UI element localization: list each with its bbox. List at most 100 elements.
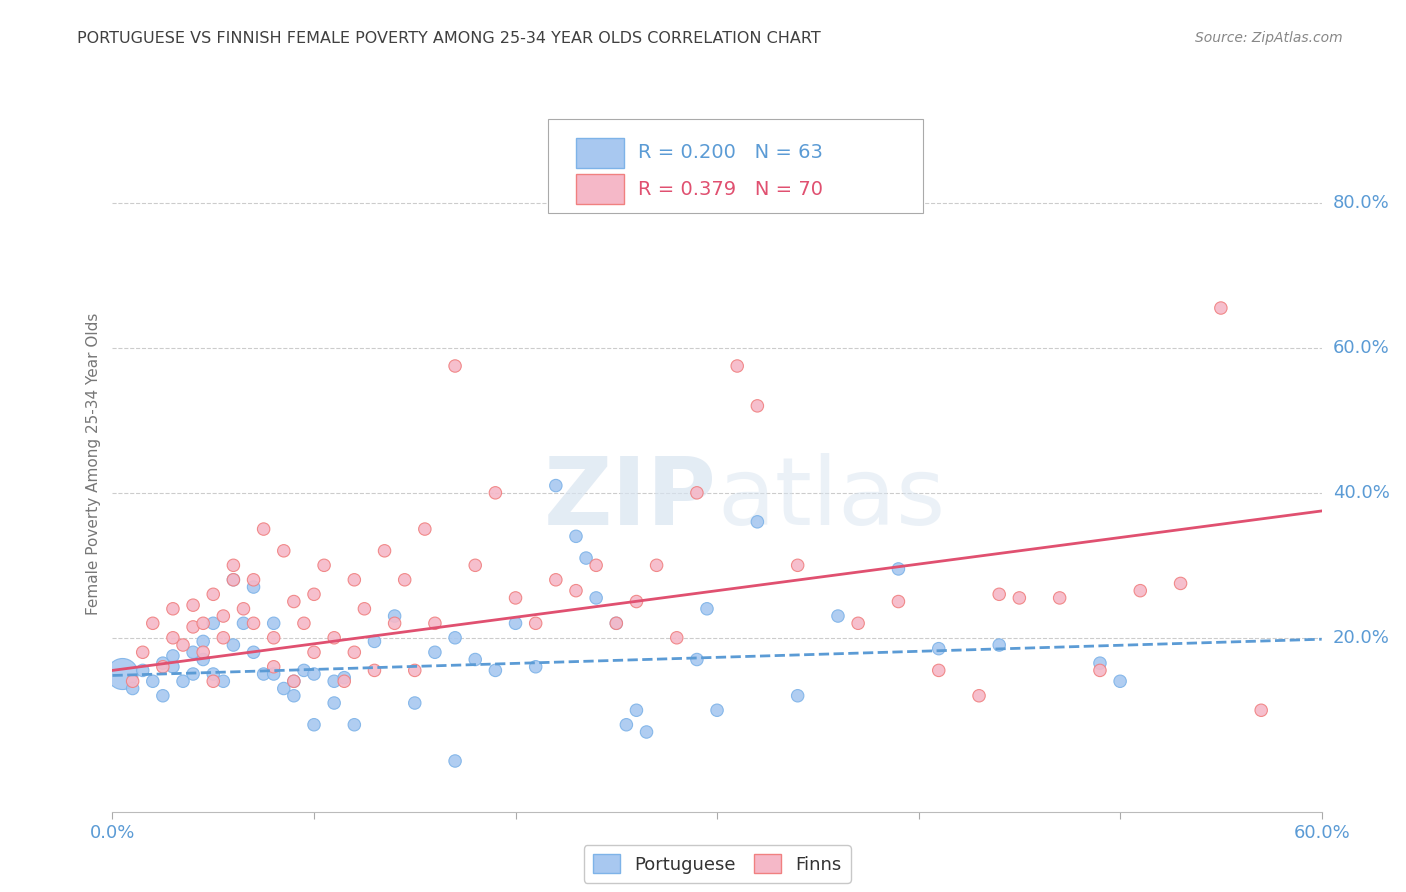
Point [191, 634, 214, 648]
Point [988, 638, 1011, 652]
Point [575, 551, 598, 566]
Text: 20.0%: 20.0% [1333, 629, 1389, 647]
Point [827, 609, 849, 624]
Point [524, 660, 547, 674]
Point [605, 616, 627, 631]
Point [222, 573, 245, 587]
Text: PORTUGUESE VS FINNISH FEMALE POVERTY AMONG 25-34 YEAR OLDS CORRELATION CHART: PORTUGUESE VS FINNISH FEMALE POVERTY AMO… [77, 31, 821, 46]
Point [524, 616, 547, 631]
Point [928, 641, 950, 656]
Point [686, 485, 709, 500]
Point [585, 558, 607, 573]
Point [202, 587, 225, 601]
Point [887, 594, 910, 608]
Point [544, 573, 567, 587]
Point [111, 667, 134, 681]
Point [191, 645, 214, 659]
Point [142, 616, 165, 631]
Point [505, 591, 527, 605]
Point [786, 689, 808, 703]
Point [887, 562, 910, 576]
Point [312, 558, 335, 573]
Point [343, 645, 366, 659]
Point [394, 573, 416, 587]
Point [323, 696, 346, 710]
Point [202, 616, 225, 631]
Point [706, 703, 728, 717]
Point [242, 580, 264, 594]
Point [212, 631, 235, 645]
Point [363, 664, 385, 678]
Point [191, 652, 214, 666]
Point [1088, 664, 1111, 678]
Point [423, 645, 446, 659]
Point [292, 616, 315, 631]
Text: 60.0%: 60.0% [1333, 339, 1389, 357]
Point [212, 674, 235, 689]
Text: 40.0%: 40.0% [1333, 483, 1389, 502]
Text: 80.0%: 80.0% [1333, 194, 1389, 212]
Text: ZIP: ZIP [544, 452, 717, 545]
FancyBboxPatch shape [575, 137, 624, 169]
Legend: Portuguese, Finns: Portuguese, Finns [583, 846, 851, 883]
Point [626, 703, 648, 717]
Point [988, 587, 1011, 601]
Point [928, 664, 950, 678]
Point [353, 602, 375, 616]
Point [505, 616, 527, 631]
Point [384, 616, 406, 631]
Point [333, 671, 356, 685]
Point [263, 616, 285, 631]
Point [222, 638, 245, 652]
Point [292, 664, 315, 678]
Point [444, 631, 467, 645]
Text: Source: ZipAtlas.com: Source: ZipAtlas.com [1195, 31, 1343, 45]
Point [413, 522, 436, 536]
Point [273, 544, 295, 558]
Point [142, 674, 165, 689]
Point [696, 602, 718, 616]
Point [181, 620, 204, 634]
Point [343, 573, 366, 587]
Point [636, 725, 658, 739]
Point [152, 689, 174, 703]
Point [747, 399, 769, 413]
Point [242, 645, 264, 659]
Point [152, 660, 174, 674]
Point [1250, 703, 1272, 717]
Point [121, 674, 143, 689]
Point [172, 638, 194, 652]
Point [1049, 591, 1071, 605]
Point [242, 616, 264, 631]
Point [172, 674, 194, 689]
Point [302, 667, 325, 681]
Point [544, 478, 567, 492]
Point [263, 631, 285, 645]
Point [585, 591, 607, 605]
Point [645, 558, 668, 573]
Point [1109, 674, 1132, 689]
Point [404, 696, 426, 710]
Point [1088, 656, 1111, 670]
Point [222, 558, 245, 573]
Point [464, 558, 486, 573]
Point [384, 609, 406, 624]
Point [374, 544, 396, 558]
Text: atlas: atlas [717, 452, 945, 545]
Point [626, 594, 648, 608]
Point [283, 674, 305, 689]
Point [1209, 301, 1232, 315]
Text: R = 0.379   N = 70: R = 0.379 N = 70 [638, 179, 824, 199]
Point [444, 754, 467, 768]
Point [484, 664, 506, 678]
Point [283, 689, 305, 703]
Point [263, 660, 285, 674]
Point [212, 609, 235, 624]
Point [132, 645, 155, 659]
Point [302, 645, 325, 659]
Point [162, 648, 184, 663]
Point [273, 681, 295, 696]
Point [202, 667, 225, 681]
Point [283, 674, 305, 689]
Point [132, 664, 155, 678]
